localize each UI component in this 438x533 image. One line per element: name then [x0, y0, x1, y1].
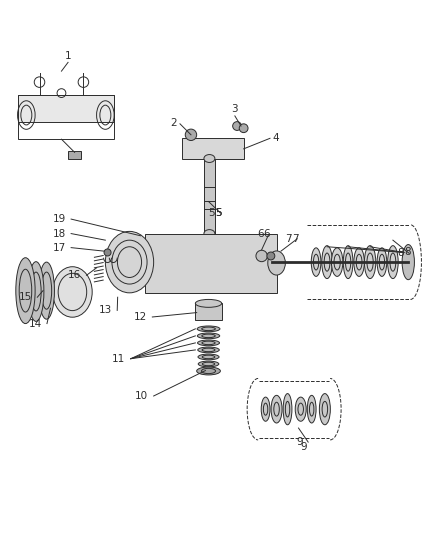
- Text: 19: 19: [53, 214, 66, 224]
- Text: 11: 11: [112, 354, 125, 364]
- Ellipse shape: [283, 393, 291, 425]
- Circle shape: [232, 122, 241, 131]
- Text: 16: 16: [68, 270, 81, 280]
- Ellipse shape: [197, 340, 219, 346]
- Ellipse shape: [105, 231, 153, 293]
- Circle shape: [266, 252, 274, 260]
- Ellipse shape: [16, 258, 35, 324]
- Text: 8: 8: [396, 248, 403, 259]
- Text: 18: 18: [53, 229, 66, 239]
- Text: 10: 10: [135, 391, 148, 401]
- Ellipse shape: [401, 245, 413, 280]
- Ellipse shape: [307, 395, 315, 423]
- Ellipse shape: [196, 367, 220, 375]
- Text: 17: 17: [53, 243, 66, 253]
- Bar: [182, 138, 243, 159]
- Text: 7: 7: [291, 234, 298, 244]
- Text: 8: 8: [403, 247, 410, 257]
- Text: 9: 9: [296, 437, 302, 447]
- Ellipse shape: [364, 246, 375, 279]
- Ellipse shape: [53, 266, 92, 317]
- Ellipse shape: [195, 300, 221, 308]
- Ellipse shape: [294, 397, 306, 421]
- Text: 13: 13: [99, 305, 112, 316]
- Circle shape: [255, 251, 267, 262]
- Ellipse shape: [353, 248, 364, 277]
- Text: 3: 3: [231, 104, 238, 114]
- Circle shape: [104, 249, 111, 256]
- Ellipse shape: [271, 395, 282, 423]
- Ellipse shape: [203, 155, 215, 163]
- Ellipse shape: [331, 248, 342, 277]
- Text: 15: 15: [19, 292, 32, 302]
- Bar: [18, 95, 114, 122]
- Text: 5: 5: [215, 208, 221, 218]
- Bar: [68, 151, 81, 159]
- Ellipse shape: [39, 262, 54, 319]
- Text: 7: 7: [285, 234, 291, 244]
- Ellipse shape: [321, 246, 332, 279]
- Bar: [204, 159, 215, 233]
- Ellipse shape: [198, 347, 219, 353]
- Ellipse shape: [387, 246, 397, 279]
- Ellipse shape: [311, 248, 320, 277]
- Ellipse shape: [198, 361, 219, 367]
- Ellipse shape: [198, 354, 219, 360]
- Ellipse shape: [261, 397, 269, 421]
- Bar: [195, 303, 221, 320]
- Text: 2: 2: [170, 118, 177, 128]
- Ellipse shape: [197, 326, 219, 332]
- Text: 5: 5: [208, 208, 215, 218]
- Text: 12: 12: [134, 312, 147, 322]
- Ellipse shape: [203, 230, 215, 238]
- Bar: [18, 95, 114, 139]
- Ellipse shape: [267, 251, 285, 275]
- Text: 1: 1: [64, 51, 71, 61]
- Ellipse shape: [376, 248, 386, 277]
- Text: 14: 14: [28, 319, 42, 328]
- Text: 6: 6: [256, 229, 263, 239]
- Ellipse shape: [343, 246, 352, 279]
- Bar: [145, 233, 276, 293]
- Text: 6: 6: [263, 229, 269, 239]
- Ellipse shape: [318, 393, 330, 425]
- Ellipse shape: [28, 262, 44, 321]
- Text: 5: 5: [215, 208, 221, 218]
- Text: 9: 9: [300, 442, 307, 452]
- Ellipse shape: [197, 333, 219, 338]
- Circle shape: [185, 129, 196, 141]
- Circle shape: [239, 124, 247, 133]
- Text: 4: 4: [272, 133, 278, 143]
